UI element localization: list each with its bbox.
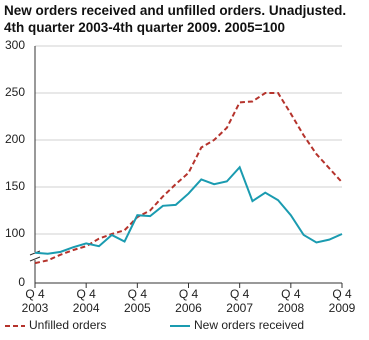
chart-title: New orders received and unfilled orders.… (4, 3, 347, 35)
y-tick-label: 300 (5, 38, 25, 52)
legend-label: Unfilled orders (29, 318, 106, 332)
x-tick-label: Q 4 2008 (277, 287, 305, 315)
x-tick-label: Q 4 2006 (175, 287, 202, 315)
x-tick-label: Q 4 2004 (72, 287, 100, 315)
y-tick-label: 150 (5, 179, 25, 193)
x-tick-label: Q 4 2007 (226, 287, 253, 315)
series-line (34, 165, 343, 255)
axis-break-gap (30, 252, 40, 260)
series-line (34, 92, 343, 265)
y-tick-label: 200 (5, 132, 25, 146)
y-tick-label: 250 (5, 85, 25, 99)
x-tick-label: Q 4 2003 (21, 287, 49, 315)
x-tick-label: Q 4 2005 (123, 287, 151, 315)
y-tick-label: 100 (5, 226, 25, 240)
y-tick-label: 0 (18, 275, 25, 289)
legend-label: New orders received (194, 318, 304, 332)
x-tick-label: Q 4 2009 (328, 287, 356, 315)
